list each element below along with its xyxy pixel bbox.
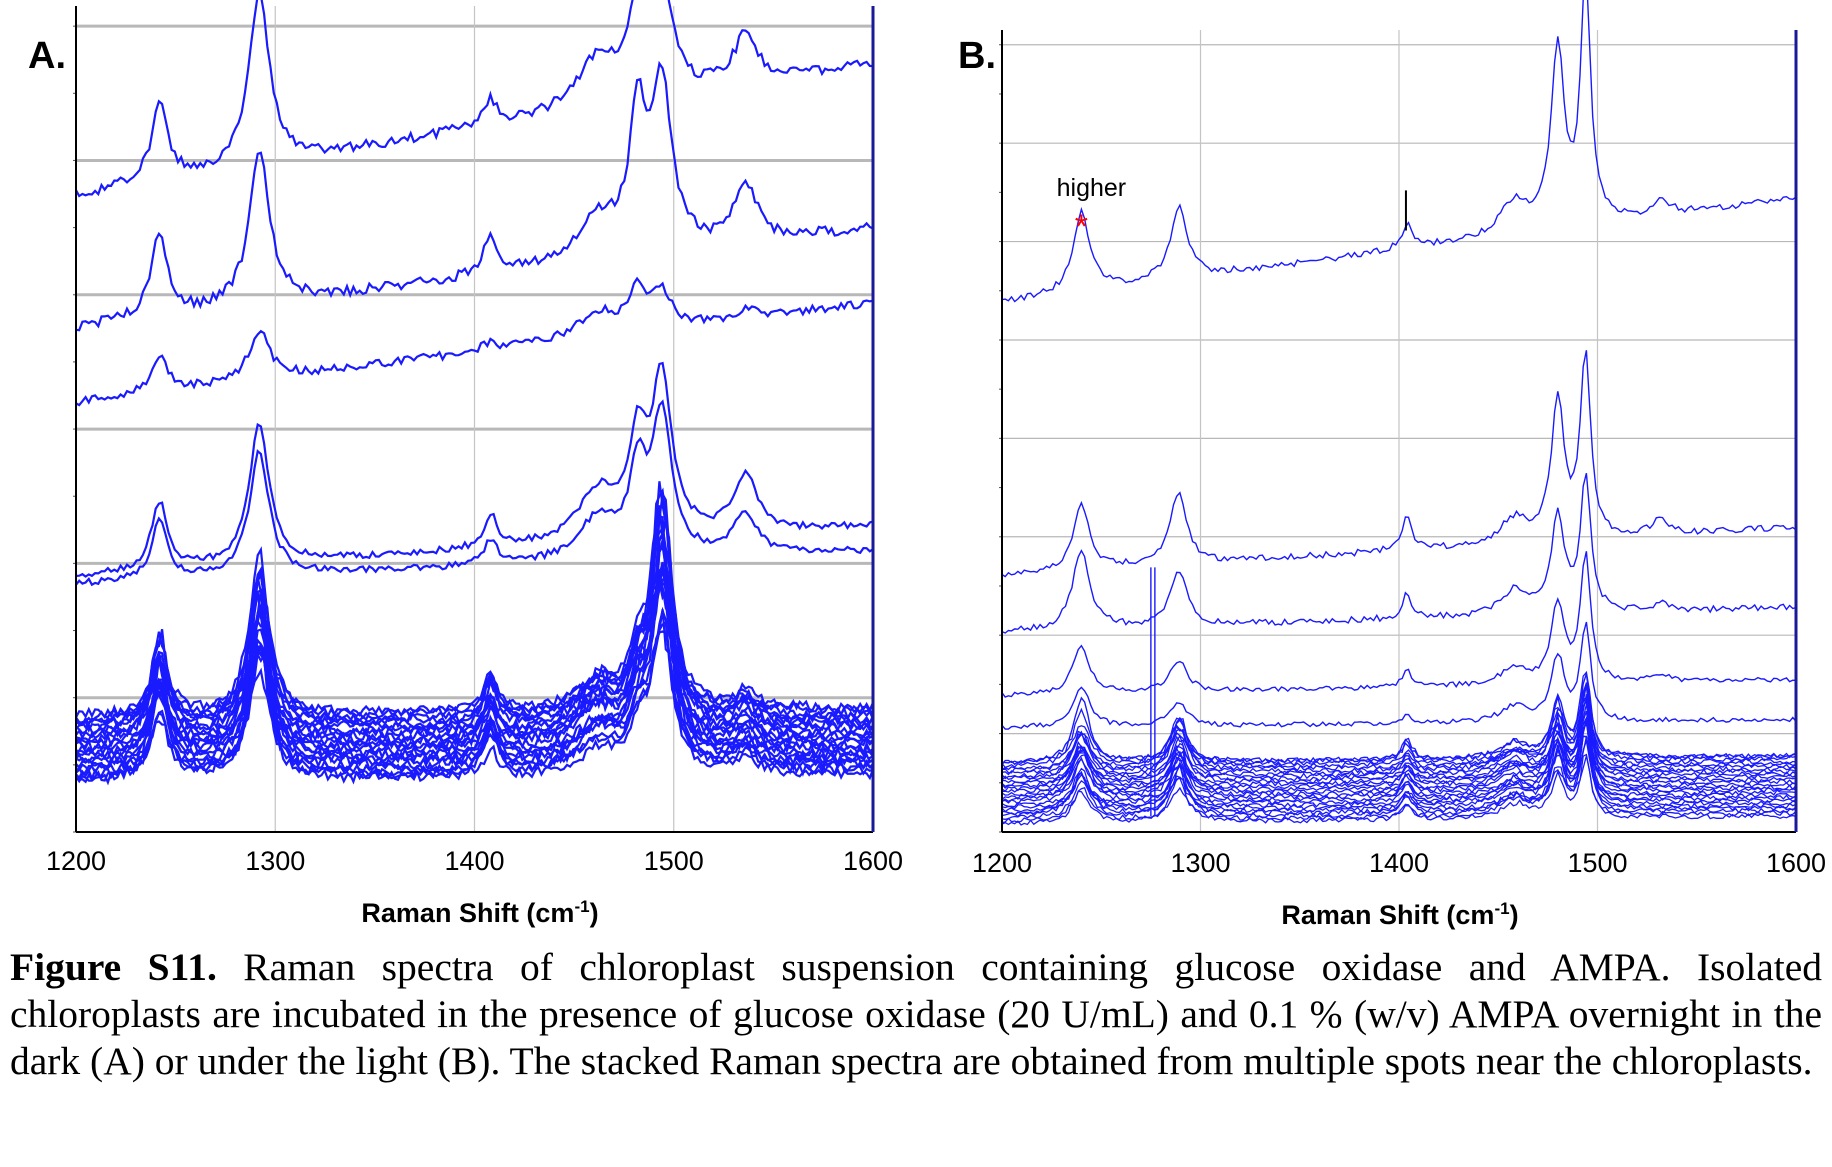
x-axis-label-end: )	[590, 898, 599, 928]
figure-caption: Figure S11. Raman spectra of chloroplast…	[10, 944, 1822, 1085]
x-tick-label: 1500	[1567, 848, 1627, 878]
spectrum-line-1	[75, 0, 874, 198]
cluster-spectrum-line	[75, 603, 874, 770]
cluster-spectrum-line	[75, 581, 874, 753]
cluster-spectrum-line	[1001, 735, 1797, 808]
spectrum-line-4	[1001, 551, 1797, 698]
spectrum-line-3	[1001, 473, 1797, 634]
x-tick-label: 1400	[1369, 848, 1429, 878]
x-tick-label: 1600	[1766, 848, 1826, 878]
spectrum-line-3	[75, 276, 874, 407]
x-axis-label-main: Raman Shift (cm	[1281, 900, 1494, 930]
annotation-text: higher	[1057, 174, 1127, 202]
cluster-spectrum-line	[75, 580, 874, 760]
cluster-spectrum-line	[1001, 696, 1797, 774]
cluster-spectrum-line	[1001, 685, 1797, 776]
x-axis-label-sup: -1	[574, 897, 589, 916]
caption-text: Raman spectra of chloroplast suspension …	[10, 945, 1822, 1083]
cluster-spectrum-line	[75, 566, 875, 730]
x-tick-label: 1400	[444, 846, 504, 876]
cluster-spectrum-line	[75, 542, 874, 784]
x-axis-label-sup: -1	[1494, 899, 1509, 918]
x-axis-label: Raman Shift (cm-1)	[361, 897, 598, 928]
cluster-spectrum-line	[1001, 694, 1797, 784]
cluster-spectrum-line	[1001, 685, 1797, 787]
x-axis-label: Raman Shift (cm-1)	[1281, 899, 1518, 930]
panel-a: 1200 1300 1400 1500 1600 Raman Shift (cm-1) A.	[28, 0, 903, 928]
spectrum-line-2	[1001, 350, 1797, 578]
x-tick-label: 1200	[972, 848, 1032, 878]
cluster-spectrum-line	[1001, 683, 1797, 792]
cluster-spectrum-line	[75, 505, 874, 740]
x-tick-label: 1300	[245, 846, 305, 876]
cluster-spectrum-line	[1001, 696, 1797, 800]
x-tick-label: 1200	[46, 846, 106, 876]
cluster-spectrum-line	[1001, 735, 1797, 813]
annotation-marker: *	[1075, 208, 1088, 246]
spectrum-line-5	[1001, 621, 1797, 730]
panel-label: A.	[28, 35, 66, 77]
spectrum-line-2	[75, 60, 874, 332]
cluster-spectrum-line	[1001, 722, 1797, 794]
spectrum-line-1	[1001, 0, 1797, 303]
spectrum-line-4	[75, 361, 874, 578]
cluster-spectrum-line	[1001, 710, 1797, 797]
panel-label: B.	[958, 35, 996, 77]
cluster-spectrum-line	[1001, 736, 1797, 816]
caption-label: Figure S11.	[10, 945, 217, 989]
x-tick-label: 1600	[843, 846, 903, 876]
cluster-spectrum-line	[1001, 755, 1797, 826]
cluster-spectrum-line	[1001, 670, 1797, 766]
x-axis-label-end: )	[1510, 900, 1519, 930]
x-tick-label: 1300	[1170, 848, 1230, 878]
cluster-spectrum-line	[1001, 684, 1797, 771]
spectrum-line-5	[75, 399, 874, 587]
x-axis-label-main: Raman Shift (cm	[361, 898, 574, 928]
panel-b: 1200 1300 1400 1500 1600 Raman Shift (cm-1) B.…	[958, 0, 1826, 930]
cluster-spectrum-line	[75, 524, 874, 727]
x-tick-label: 1500	[644, 846, 704, 876]
cluster-spectrum-line	[75, 620, 875, 786]
cluster-spectrum-line	[75, 561, 875, 720]
cluster-spectrum-line	[1001, 698, 1797, 780]
